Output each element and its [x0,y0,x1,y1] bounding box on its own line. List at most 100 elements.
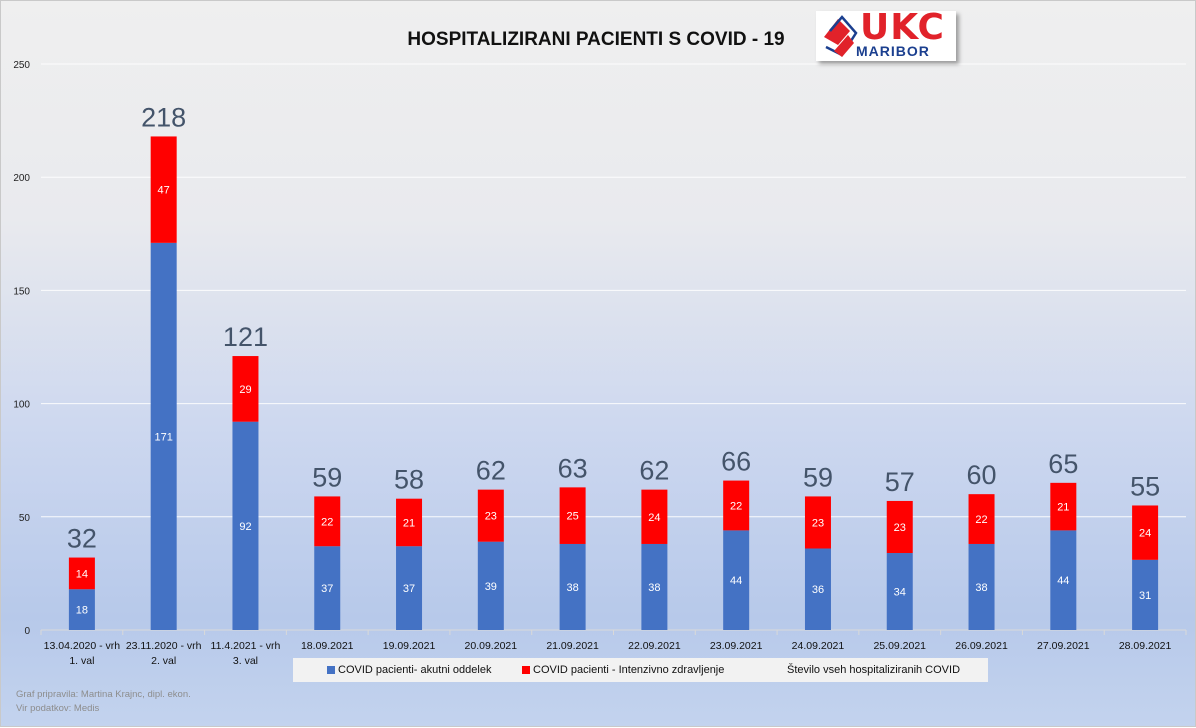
bar-intensive [150,136,177,243]
data-label-total: 62 [639,456,669,486]
y-tick-label: 150 [13,286,30,297]
chart-title: HOSPITALIZIRANI PACIENTI S COVID - 19 [1,29,1191,51]
data-label-acute: 39 [485,581,497,593]
x-tick-label: 20.09.2021 [465,640,518,652]
data-label-total: 65 [1048,449,1078,479]
x-tick-label: 24.09.2021 [792,640,845,652]
bar-acute [723,530,750,630]
x-tick-label: 23.09.2021 [710,640,763,652]
bar-intensive [886,500,913,554]
legend-swatch-red-icon [522,666,530,674]
logo-emblem-icon [824,15,858,57]
legend-item-acute: COVID pacienti- akutni oddelek [327,664,491,676]
bar-intensive [1132,505,1159,560]
x-tick-label: 27.09.2021 [1037,640,1090,652]
data-label-intensive: 22 [321,516,333,528]
data-label-total: 218 [141,102,186,132]
data-label-intensive: 47 [158,185,170,197]
bar-acute [886,553,913,630]
bar-intensive [968,494,995,544]
data-label-acute: 34 [894,587,906,599]
legend-label: COVID pacienti- akutni oddelek [338,664,492,676]
y-tick-label: 50 [19,513,31,524]
data-label-acute: 38 [566,582,578,594]
legend-label: COVID pacienti - Intenzivno zdravljenje [533,664,725,676]
ukc-maribor-logo: UKC MARIBOR [816,7,956,61]
x-tick-label: 18.09.2021 [301,640,354,652]
data-label-intensive: 25 [566,511,578,523]
y-tick-label: 100 [13,400,30,411]
data-label-intensive: 22 [975,514,987,526]
x-tick-label: 26.09.2021 [955,640,1008,652]
chart-credits: Graf pripravila: Martina Krajnc, dipl. e… [16,688,191,716]
y-tick-label: 0 [24,626,30,637]
bar-intensive [396,498,423,547]
data-label-intensive: 22 [730,500,742,512]
bar-acute [1132,559,1159,630]
bar-intensive [641,489,668,544]
data-label-total: 121 [223,322,268,352]
data-label-acute: 36 [812,584,824,596]
logo-text-maribor: MARIBOR [856,43,930,59]
x-tick-label: 23.11.2020 - vrh [126,640,202,652]
legend-label: Število vseh hospitaliziranih COVID [787,664,961,676]
x-tick-label: 21.09.2021 [546,640,599,652]
bar-acute [477,541,504,630]
chart-legend: COVID pacienti- akutni oddelek COVID pac… [293,658,988,682]
data-label-acute: 44 [1057,575,1069,587]
x-tick-label: 2. val [151,655,176,667]
data-label-intensive: 23 [812,517,824,529]
data-label-intensive: 14 [76,568,88,580]
bar-acute [396,546,423,630]
y-tick-label: 200 [13,173,30,184]
x-tick-label: 28.09.2021 [1119,640,1172,652]
data-label-intensive: 29 [239,384,251,396]
data-label-total: 60 [967,460,997,490]
credit-author: Graf pripravila: Martina Krajnc, dipl. e… [16,689,191,700]
x-tick-label: 3. val [233,655,258,667]
y-tick-label: 250 [13,60,30,71]
logo-text-ukc: UKC [860,7,945,48]
data-label-intensive: 23 [894,522,906,534]
chart-title-text: HOSPITALIZIRANI PACIENTI S COVID - 19 [407,29,785,50]
data-label-intensive: 24 [648,512,660,524]
bar-intensive [1050,482,1077,531]
bar-intensive [559,487,586,544]
bar-acute [150,242,177,630]
bar-intensive [804,496,831,549]
legend-item-intensive: COVID pacienti - Intenzivno zdravljenje [522,664,724,676]
bar-acute [968,543,995,630]
x-tick-label: 25.09.2021 [873,640,926,652]
bar-intensive [232,356,259,422]
data-label-total: 59 [312,462,342,492]
legend-swatch-blue-icon [327,666,335,674]
bar-intensive [477,489,504,542]
data-label-intensive: 21 [403,517,415,529]
data-label-intensive: 23 [485,511,497,523]
x-tick-label: 19.09.2021 [383,640,436,652]
bar-acute [804,548,831,630]
bar-acute [1050,530,1077,630]
bar-intensive [314,496,341,547]
bar-intensive [723,480,750,531]
data-label-total: 66 [721,447,751,477]
data-label-intensive: 21 [1057,502,1069,514]
bar-acute [314,546,341,630]
x-tick-label: 1. val [69,655,94,667]
x-tick-label: 11.4.2021 - vrh [211,640,281,652]
data-label-intensive: 24 [1139,528,1151,540]
legend-item-total: Število vseh hospitaliziranih COVID [787,664,960,676]
x-tick-label: 22.09.2021 [628,640,681,652]
bar-acute [641,543,668,630]
data-label-total: 58 [394,465,424,495]
credit-source: Vir podatkov: Medis [16,703,100,714]
bar-acute [559,543,586,630]
data-label-total: 55 [1130,471,1160,501]
data-label-acute: 37 [321,583,333,595]
data-label-total: 32 [67,524,97,554]
data-label-acute: 37 [403,583,415,595]
x-tick-label: 13.04.2020 - vrh [44,640,121,652]
data-label-total: 57 [885,467,915,497]
